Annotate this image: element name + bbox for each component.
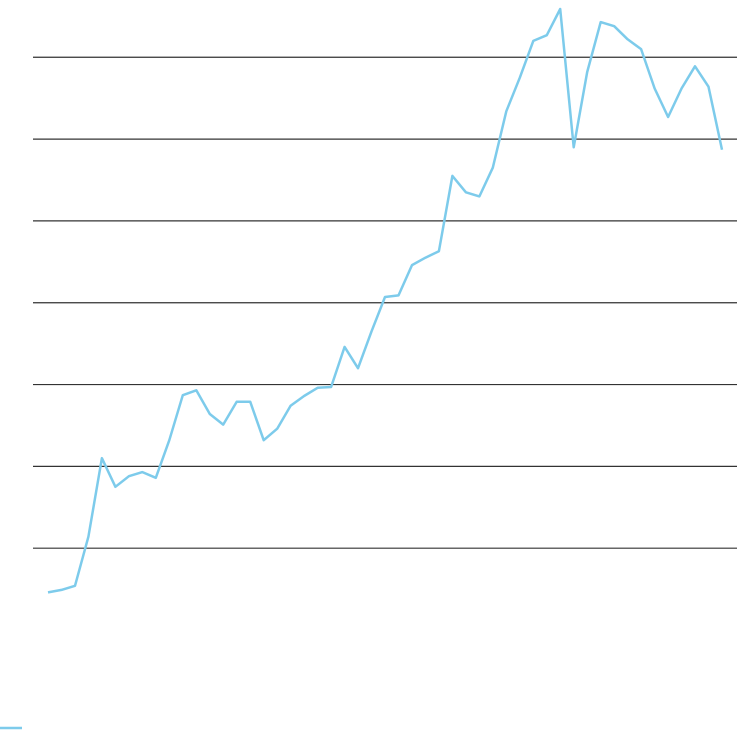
data-line: [47, 7, 724, 594]
